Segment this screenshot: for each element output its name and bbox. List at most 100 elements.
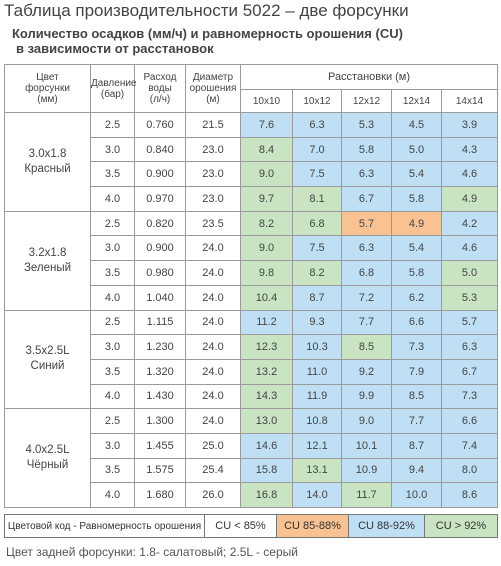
nozzle-cell: 3.5x2.5L Синий xyxy=(4,309,91,410)
pressure: 3.5 xyxy=(90,260,135,286)
rate-cell: 6.6 xyxy=(440,408,499,434)
data-row: 4.0 1.430 24.0 14.3 11.9 9.9 8.5 7.3 xyxy=(5,383,499,410)
rate-cell: 10.9 xyxy=(341,457,392,484)
diameter: 24.0 xyxy=(185,334,241,360)
rate-cell: 5.8 xyxy=(341,136,392,163)
rate-cell: 5.0 xyxy=(391,136,442,163)
spacing: 12x14 xyxy=(391,89,442,113)
rate-cell: 9.2 xyxy=(341,358,392,385)
rate-cell: 8.0 xyxy=(440,457,499,484)
legend-item: CU 88-92% xyxy=(348,514,425,538)
rate-cell: 4.2 xyxy=(440,210,499,237)
header-line: Цвет xyxy=(36,72,59,83)
data-row: 4.0 1.040 24.0 10.4 8.7 7.2 6.2 5.3 xyxy=(5,284,499,311)
rate-cell: 9.3 xyxy=(292,309,342,336)
rate-cell: 5.7 xyxy=(341,210,392,237)
rate-cell: 9.0 xyxy=(341,408,392,434)
rate-cell: 7.3 xyxy=(391,334,442,360)
flow: 0.840 xyxy=(134,136,186,163)
rate-cell: 8.7 xyxy=(292,284,342,311)
rate-cell: 11.9 xyxy=(292,383,342,410)
pressure: 3.0 xyxy=(90,432,135,459)
legend-item: CU > 92% xyxy=(424,514,498,538)
rate-cell: 7.7 xyxy=(341,309,392,336)
subtitle-line: в зависимости от расстановок xyxy=(16,41,214,56)
header-line: Расход xyxy=(143,72,177,83)
rate-cell: 3.9 xyxy=(440,112,499,138)
rate-cell: 4.3 xyxy=(440,136,499,163)
rate-cell: 4.5 xyxy=(391,112,442,138)
diameter: 24.0 xyxy=(185,358,241,385)
header-line: Диаметр xyxy=(192,72,234,83)
rate-cell: 4.6 xyxy=(440,235,499,262)
rate-cell: 5.4 xyxy=(391,161,442,188)
header-line: (бар) xyxy=(100,88,125,100)
legend-item: CU 85-88% xyxy=(276,514,349,538)
rate-cell: 4.9 xyxy=(391,210,442,237)
diameter: 24.0 xyxy=(185,260,241,286)
nozzle-cell: 4.0x2.5L Чёрный xyxy=(4,408,91,508)
data-row: 3.5 1.575 25.4 15.8 13.1 10.9 9.4 8.0 xyxy=(5,457,499,484)
diameter: 26.0 xyxy=(185,482,241,508)
rate-cell: 7.5 xyxy=(292,235,342,262)
rate-cell: 8.5 xyxy=(341,334,392,360)
data-row: 3.2x1.8 Зеленый 2.5 0.820 23.5 8.2 6.8 5.7 4.9 4.… xyxy=(4,210,499,311)
subtitle-line: Количество осадков (мм/ч) и равномерност… xyxy=(12,26,403,41)
rate-cell: 6.2 xyxy=(391,284,442,311)
diameter: 21.5 xyxy=(185,112,241,138)
rate-cell: 9.9 xyxy=(341,383,392,410)
rate-cell: 9.7 xyxy=(240,186,293,212)
rate-cell: 10.0 xyxy=(391,482,442,508)
pressure: 2.5 xyxy=(90,408,135,434)
rate-cell: 7.9 xyxy=(391,358,442,385)
header-line: (мм) xyxy=(37,94,58,105)
nozzle-cell: 3.2x1.8 Зеленый xyxy=(4,210,91,311)
data-row: 4.0x2.5L Чёрный 2.5 1.300 24.0 13.0 10.8 9.0 7.7… xyxy=(4,408,499,508)
data-row: 3.5 1.320 24.0 13.2 11.0 9.2 7.9 6.7 xyxy=(5,358,499,385)
rate-cell: 10.1 xyxy=(341,432,392,459)
rate-cell: 7.0 xyxy=(292,136,342,163)
nozzle-label: Синий xyxy=(30,360,65,373)
diameter: 23.0 xyxy=(185,161,241,188)
rate-cell: 7.6 xyxy=(240,112,293,138)
spacing: 12x12 xyxy=(341,89,392,113)
pressure: 3.0 xyxy=(90,334,135,360)
rate-cell: 6.7 xyxy=(341,186,392,212)
column-header: Давление (бар) xyxy=(90,64,136,113)
rate-cell: 6.6 xyxy=(391,309,442,336)
rate-cell: 5.8 xyxy=(391,186,442,212)
nozzle-label: Красный xyxy=(24,162,71,175)
spacing: 14x14 xyxy=(440,89,499,113)
pressure: 2.5 xyxy=(90,210,135,237)
column-header: Диаметр орошения (м) xyxy=(185,64,241,113)
data-row: 3.0x1.8 Красный 2.5 0.760 21.5 7.6 6.3 5.3 4.5 3.… xyxy=(4,112,499,212)
flow: 1.320 xyxy=(134,358,186,385)
rate-cell: 13.2 xyxy=(240,358,293,385)
subtitle: Количество осадков (мм/ч) и равномерност… xyxy=(12,26,403,56)
rate-cell: 7.2 xyxy=(341,284,392,311)
nozzle-label: 3.2x1.8 xyxy=(28,246,67,259)
spacing: 10x10 xyxy=(240,89,293,113)
diameter: 24.0 xyxy=(185,408,241,434)
rate-cell: 5.8 xyxy=(391,260,442,286)
header-row: 10x10 10x12 12x12 12x14 14x14 xyxy=(5,89,499,113)
rate-cell: 14.0 xyxy=(292,482,342,508)
flow: 1.040 xyxy=(134,284,186,311)
flow: 1.575 xyxy=(134,457,186,484)
data-row: 3.5 0.900 23.0 9.0 7.5 6.3 5.4 4.6 xyxy=(5,161,499,188)
rate-cell: 6.3 xyxy=(292,112,342,138)
rate-cell: 6.7 xyxy=(440,358,499,385)
flow: 1.300 xyxy=(134,408,186,434)
rate-cell: 4.9 xyxy=(440,186,499,212)
rate-cell: 11.2 xyxy=(240,309,293,336)
data-row: 3.0 1.230 24.0 12.3 10.3 8.5 7.3 6.3 xyxy=(5,334,499,360)
flow: 0.970 xyxy=(134,186,186,212)
pressure: 3.0 xyxy=(90,235,135,262)
header-line: (л/ч) xyxy=(149,94,171,105)
rate-cell: 7.5 xyxy=(292,161,342,188)
footer: Цвет задней форсунки: 1.8- салатовый; 2.… xyxy=(6,545,298,559)
rate-cell: 7.3 xyxy=(440,383,499,410)
rate-cell: 6.3 xyxy=(341,235,392,262)
pressure: 3.5 xyxy=(90,161,135,188)
pressure: 4.0 xyxy=(90,186,135,212)
